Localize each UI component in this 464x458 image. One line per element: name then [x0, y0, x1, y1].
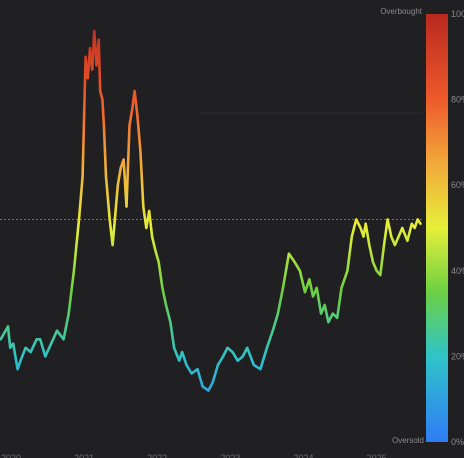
colorbar-tick-label: 80% — [451, 95, 464, 105]
x-tick-label: 2021 — [74, 453, 94, 458]
plot-area: 2020 2021 2022 2023 2024 2025 — [0, 29, 422, 458]
x-axis: 2020 2021 2022 2023 2024 2025 — [1, 453, 387, 458]
oversold-label: Oversold — [392, 436, 424, 445]
x-tick-label: 2023 — [220, 453, 240, 458]
x-tick-label: 2022 — [147, 453, 167, 458]
series-layer — [0, 29, 422, 392]
x-tick-label: 2020 — [1, 453, 21, 458]
x-tick-label: 2025 — [367, 453, 387, 458]
colorbar-ticks: 0% 20% 40% 60% 80% 100% — [451, 9, 464, 447]
x-tick-label: 2024 — [294, 453, 314, 458]
colorbar-tick-label: 0% — [451, 437, 464, 447]
colorbar-tick-label: 100% — [451, 9, 464, 19]
series-line — [0, 29, 422, 392]
colorbar-tick-label: 20% — [451, 351, 464, 361]
overbought-label: Overbought — [380, 7, 423, 16]
colorbar: Overbought Oversold 0% 20% 40% 60% 80% 100% — [380, 7, 464, 447]
colorbar-gradient — [426, 14, 448, 442]
colorbar-tick-label: 40% — [451, 266, 464, 276]
colorbar-tick-label: 60% — [451, 180, 464, 190]
